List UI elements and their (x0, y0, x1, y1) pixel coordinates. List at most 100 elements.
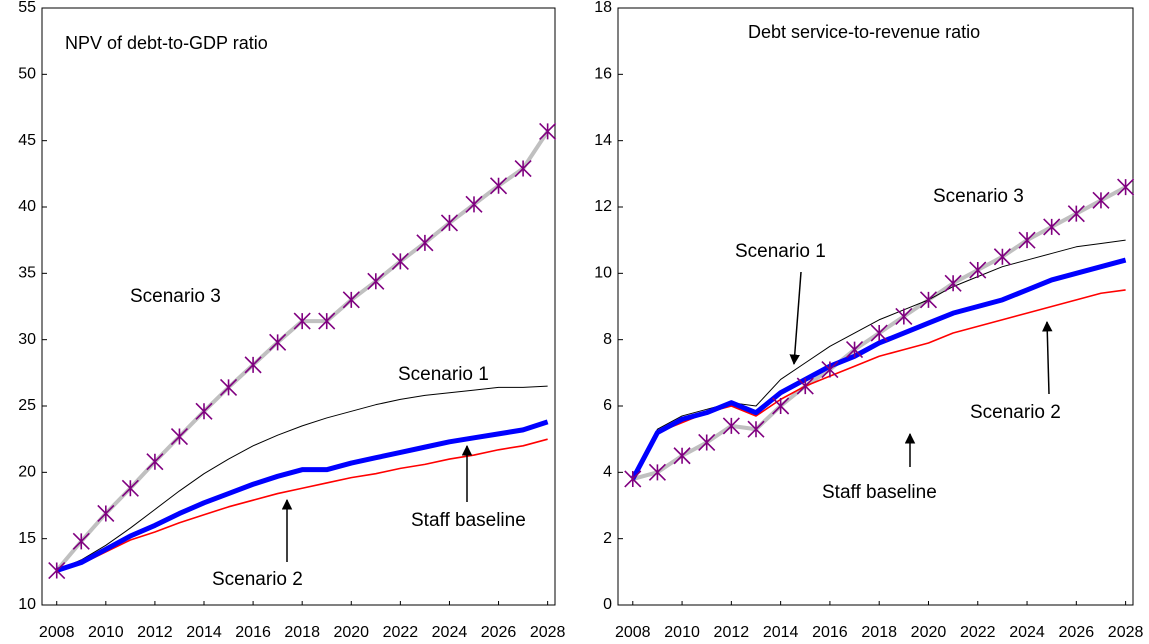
marker (514, 159, 532, 178)
y-tick-label: 30 (18, 331, 36, 348)
series-label: Scenario 1 (398, 364, 489, 385)
marker (944, 274, 962, 292)
marker (195, 402, 213, 420)
marker (624, 470, 642, 488)
y-tick-label: 0 (603, 596, 612, 613)
marker (269, 333, 287, 351)
series-label: Scenario 3 (130, 286, 221, 307)
marker (1117, 178, 1135, 196)
y-tick-label: 45 (18, 132, 36, 149)
y-tick-label: 16 (594, 66, 612, 83)
marker (244, 356, 262, 374)
marker (919, 291, 938, 309)
marker (219, 378, 238, 396)
marker (895, 307, 913, 326)
marker (821, 360, 839, 379)
marker (97, 504, 115, 523)
series-label: Scenario 1 (735, 241, 826, 262)
marker (489, 177, 508, 195)
y-tick-label: 10 (18, 596, 36, 613)
series-line (56, 385, 548, 571)
marker (416, 234, 434, 252)
marker (772, 397, 790, 415)
y-tick-label: 6 (603, 397, 612, 414)
marker (747, 420, 765, 438)
marker (539, 122, 557, 140)
x-tick-label: 2020 (911, 624, 947, 641)
marker (293, 312, 311, 330)
plot-frame (617, 7, 1134, 606)
x-tick-label: 2012 (137, 624, 173, 641)
marker (465, 195, 483, 213)
x-tick-label: 2026 (1059, 624, 1095, 641)
series-line (632, 289, 1126, 480)
x-tick-label: 2008 (615, 624, 651, 641)
marker (121, 479, 139, 497)
x-tick-label: 2014 (763, 624, 799, 641)
y-tick-label: 40 (18, 198, 36, 215)
y-tick-label: 20 (18, 464, 36, 481)
x-tick-label: 2026 (481, 624, 517, 641)
series-line (55, 419, 549, 573)
x-tick-label: 2028 (530, 624, 566, 641)
marker (342, 291, 360, 309)
marker (72, 532, 90, 550)
y-tick-label: 15 (18, 530, 36, 547)
marker (48, 561, 66, 580)
marker (648, 463, 666, 481)
x-tick-label: 2008 (39, 624, 75, 641)
marker (969, 261, 987, 279)
x-tick-label: 2010 (664, 624, 700, 641)
y-tick-label: 12 (594, 198, 612, 215)
y-tick-label: 55 (18, 0, 36, 16)
x-tick-label: 2016 (812, 624, 848, 641)
marker (993, 248, 1011, 266)
y-tick-label: 14 (594, 132, 612, 149)
y-tick-label: 18 (594, 0, 612, 16)
x-tick-label: 2012 (714, 624, 750, 641)
series-label: Scenario 2 (212, 569, 303, 590)
series-line (56, 438, 548, 572)
series-label: Scenario 3 (933, 186, 1024, 207)
y-tick-label: 35 (18, 265, 36, 282)
marker (870, 324, 888, 342)
y-tick-label: 50 (18, 66, 36, 83)
y-tick-label: 10 (594, 265, 612, 282)
x-tick-label: 2014 (186, 624, 222, 641)
marker (1018, 231, 1036, 249)
x-tick-label: 2010 (88, 624, 124, 641)
series-label: Scenario 2 (970, 402, 1061, 423)
marker (722, 417, 740, 435)
chart-title: NPV of debt-to-GDP ratio (65, 33, 268, 53)
marker (1092, 191, 1110, 209)
marker (440, 214, 459, 232)
x-tick-label: 2024 (1009, 624, 1045, 641)
marker (146, 453, 164, 471)
series-label: Staff baseline (822, 482, 937, 503)
marker (698, 433, 716, 452)
marker (1067, 205, 1085, 223)
marker (318, 312, 336, 330)
x-tick-label: 2018 (861, 624, 897, 641)
marker (673, 447, 691, 465)
y-tick-label: 8 (603, 331, 612, 348)
x-tick-label: 2028 (1108, 624, 1144, 641)
series-line (630, 257, 1127, 481)
x-tick-label: 2022 (383, 624, 419, 641)
x-tick-label: 2016 (235, 624, 271, 641)
marker (845, 341, 864, 359)
marker (796, 377, 814, 395)
series-label: Staff baseline (411, 510, 526, 531)
x-tick-label: 2024 (432, 624, 468, 641)
chart-title: Debt service-to-revenue ratio (748, 22, 980, 42)
x-tick-label: 2020 (333, 624, 369, 641)
marker (170, 427, 189, 446)
y-tick-label: 25 (18, 397, 36, 414)
y-tick-label: 4 (603, 464, 612, 481)
marker (1043, 218, 1061, 236)
x-tick-label: 2018 (284, 624, 320, 641)
plot-frame (41, 7, 556, 606)
annotation-arrow (789, 271, 802, 366)
marker (391, 252, 409, 270)
